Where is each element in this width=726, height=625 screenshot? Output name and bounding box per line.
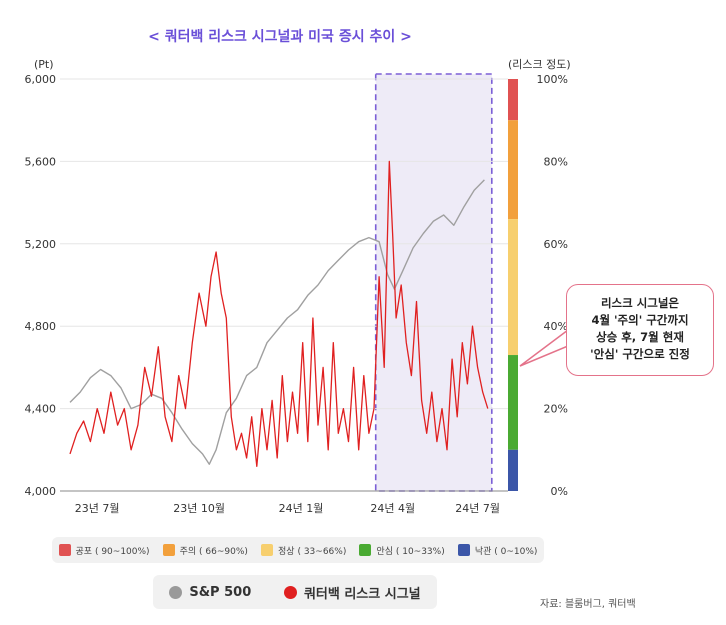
y-left-tick-label: 5,200 [25,238,57,251]
series-legend-sp500: S&P 500 [169,585,251,600]
callout-line-3: 상승 후, 7월 현재 [596,330,684,344]
legend-swatch [162,544,175,556]
legend-item-normal: 정상 ( 33~66%) [261,544,346,557]
legend-item-optimism: 낙관 ( 0~10%) [457,544,538,557]
x-tick-label: 24년 7월 [455,502,500,515]
y-right-tick-label: 60% [544,238,568,251]
y-left-tick-label: 6,000 [25,73,57,86]
legend-label: 낙관 ( 0~10%) [474,546,538,557]
legend-label: 안심 ( 10~33%) [376,546,445,557]
y-left-tick-label: 4,000 [25,485,57,498]
legend-label: 공포 ( 90~100%) [75,546,150,557]
y-right-tick-label: 20% [544,403,568,416]
chart-title: < 쿼터백 리스크 시그널과 미국 증시 추이 > [148,29,412,45]
risk-zone-legend: 공포 ( 90~100%) 주의 ( 66~90%) 정상 ( 33~66%) … [52,537,544,563]
x-tick-label: 23년 7월 [75,502,120,515]
legend-label: 정상 ( 33~66%) [278,546,347,557]
y-left-tick-label: 5,600 [25,155,57,168]
risk-zone-bar-segment [508,219,518,356]
y-left-tick-label: 4,400 [25,403,57,416]
series-dot [169,585,183,599]
y-right-tick-label: 80% [544,155,568,168]
left-axis-unit: (Pt) [34,58,54,71]
x-tick-label: 24년 1월 [279,502,324,515]
series-label: S&P 500 [189,584,252,600]
y-right-tick-label: 40% [544,320,568,333]
legend-item-fear: 공포 ( 90~100%) [58,544,150,557]
x-tick-label: 23년 10월 [173,502,225,515]
x-tick-label: 24년 4월 [370,502,415,515]
legend-swatch [457,544,470,556]
series-legend: S&P 500 쿼터백 리스크 시그널 [153,575,437,609]
callout-line-1: 리스크 시그널은 [600,296,680,310]
right-axis-unit: (리스크 정도) [508,58,571,71]
risk-zone-bar-segment [508,355,518,450]
series-label: 쿼터백 리스크 시그널 [303,586,421,602]
legend-item-caution: 주의 ( 66~90%) [162,544,248,557]
series-dot [283,585,297,599]
source-note: 자료: 블룸버그, 쿼터백 [540,599,636,610]
sp500-line [69,179,485,465]
legend-swatch [261,544,274,556]
legend-item-relief: 안심 ( 10~33%) [359,544,445,557]
y-right-tick-label: 100% [537,73,568,86]
legend-label: 주의 ( 66~90%) [179,546,248,557]
callout-pointer [519,328,569,367]
y-right-tick-label: 0% [551,485,568,498]
y-left-tick-label: 4,800 [25,320,57,333]
risk-zone-bar-segment [508,449,518,491]
callout-line-4: '안심' 구간으로 진정 [590,347,690,361]
series-legend-risk: 쿼터백 리스크 시그널 [283,583,421,602]
risk-zone-bar-segment [508,79,518,121]
risk-signal-line [69,160,489,467]
callout-box: 리스크 시그널은 4월 '주의' 구간까지 상승 후, 7월 현재 '안심' 구… [566,284,714,376]
risk-zone-bar-segment [508,120,518,220]
callout-line-2: 4월 '주의' 구간까지 [591,313,689,327]
legend-swatch [359,544,372,556]
legend-swatch [58,544,71,556]
highlight-region [374,73,493,492]
